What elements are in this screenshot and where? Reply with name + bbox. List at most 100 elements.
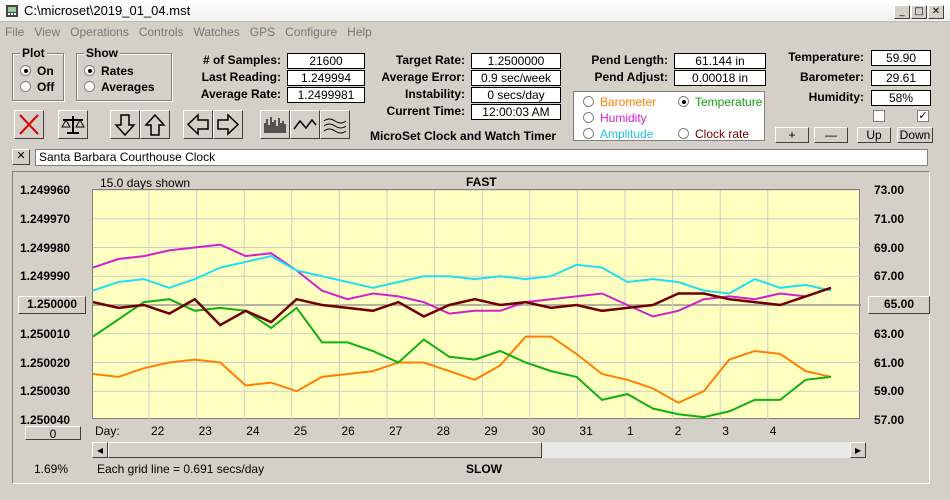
- temperature-option[interactable]: Temperature: [678, 95, 762, 109]
- fast-label: FAST: [466, 175, 497, 189]
- average-rate-field: 1.2499981: [287, 87, 365, 103]
- y-right-tick: 59.00: [874, 384, 905, 399]
- target-rate-label: Target Rate:: [395, 53, 465, 67]
- y-right-tick: 71.00: [874, 211, 905, 226]
- radio-selected-icon: [84, 65, 95, 76]
- current-time-label: Current Time:: [386, 104, 465, 118]
- pend-adjust-label: Pend Adjust:: [594, 70, 668, 84]
- left-arrow-icon: ◂: [96, 443, 104, 457]
- plus-button[interactable]: +: [775, 127, 809, 143]
- scale-button[interactable]: [58, 110, 88, 139]
- menu-view[interactable]: View: [34, 25, 61, 39]
- scroll-right-button[interactable]: ▸: [850, 442, 866, 458]
- barometer-option-label: Barometer: [600, 95, 657, 109]
- barometer-field: 29.61: [871, 70, 931, 86]
- radio-icon: [583, 128, 594, 139]
- bar-graph-button[interactable]: [260, 110, 290, 139]
- radio-selected-icon: [20, 65, 31, 76]
- instability-label: Instability:: [404, 87, 465, 101]
- checkbox-right[interactable]: ✓: [917, 110, 929, 122]
- title-bar: C:\microset\2019_01_04.mst _ □ ✕: [0, 0, 950, 22]
- temperature-field: 59.90: [871, 50, 931, 66]
- average-rate-label: Average Rate:: [200, 87, 281, 101]
- window-title: C:\microset\2019_01_04.mst: [24, 3, 191, 18]
- slow-label: SLOW: [466, 462, 502, 476]
- pend-length-field: 61.144 in: [674, 53, 766, 69]
- maximize-button[interactable]: □: [911, 5, 927, 19]
- y-left-tick: 1.249970: [20, 211, 71, 226]
- right-arrow-button[interactable]: [213, 110, 243, 139]
- target-rate-field: 1.2500000: [471, 53, 561, 69]
- minus-button[interactable]: —: [814, 127, 848, 143]
- y-right-tick: 69.00: [874, 240, 905, 255]
- left-arrow-button[interactable]: [183, 110, 213, 139]
- menu-controls[interactable]: Controls: [138, 25, 184, 39]
- radio-selected-icon: [678, 96, 689, 107]
- center-value-button[interactable]: 1.250000: [18, 296, 86, 314]
- humidity-option[interactable]: Humidity: [583, 111, 647, 125]
- menu-watches[interactable]: Watches: [193, 25, 240, 39]
- x-tick: 27: [389, 424, 403, 438]
- temperature-option-label: Temperature: [695, 95, 763, 109]
- menu-gps[interactable]: GPS: [249, 25, 276, 39]
- right-value-button[interactable]: 65.00: [868, 296, 930, 314]
- minimize-button[interactable]: _: [894, 5, 910, 19]
- plot-on-label: On: [37, 64, 54, 78]
- y-right-tick: 73.00: [874, 183, 905, 197]
- menu-help[interactable]: Help: [347, 25, 372, 39]
- show-rates-label: Rates: [101, 64, 134, 78]
- up-arrow-button[interactable]: [140, 110, 170, 139]
- plot-on-radio[interactable]: On: [20, 64, 54, 78]
- show-rates-radio[interactable]: Rates: [84, 64, 134, 78]
- scroll-left-button[interactable]: ◂: [92, 442, 108, 458]
- plot-group-title: Plot: [20, 46, 47, 60]
- y-left-tick: 1.249980: [20, 240, 71, 255]
- zero-button[interactable]: 0: [25, 426, 81, 441]
- line-graph-button[interactable]: [290, 110, 320, 139]
- series-amplitude: [92, 255, 832, 295]
- chart-area: [92, 189, 861, 421]
- x-tick: 26: [341, 424, 355, 438]
- barometer-option[interactable]: Barometer: [583, 95, 656, 109]
- x-tick: 4: [769, 424, 777, 438]
- wave-icon: [293, 118, 317, 130]
- checkbox-left[interactable]: [873, 110, 885, 122]
- plot-off-label: Off: [37, 80, 55, 94]
- smooth-graph-button[interactable]: [320, 110, 350, 139]
- amplitude-option[interactable]: Amplitude: [583, 127, 653, 141]
- scroll-thumb[interactable]: [108, 442, 542, 458]
- up-button[interactable]: Up: [857, 127, 891, 143]
- amplitude-option-label: Amplitude: [600, 127, 654, 141]
- show-averages-radio[interactable]: Averages: [84, 80, 155, 94]
- clock-rate-option[interactable]: Clock rate: [678, 127, 749, 141]
- horizontal-scrollbar[interactable]: ◂ ▸: [92, 442, 866, 458]
- y-left-tick: 1.250010: [20, 326, 71, 341]
- menu-operations[interactable]: Operations: [70, 25, 129, 39]
- humidity-field: 58%: [871, 90, 931, 106]
- last-reading-label: Last Reading:: [201, 70, 281, 84]
- show-group-title: Show: [84, 46, 120, 60]
- plot-off-radio[interactable]: Off: [20, 80, 54, 94]
- scale-icon: [61, 116, 85, 134]
- humidity-label: Humidity:: [808, 90, 864, 104]
- days-shown: 15.0 days shown: [100, 176, 191, 190]
- down-arrow-button[interactable]: [110, 110, 140, 139]
- x-tick: 22: [151, 424, 165, 438]
- clock-name-field[interactable]: Santa Barbara Courthouse Clock: [35, 149, 928, 166]
- series-barometer: [92, 335, 832, 404]
- clear-clock-button[interactable]: ✕: [12, 149, 30, 165]
- chart-svg: [92, 189, 861, 421]
- stop-button[interactable]: [14, 110, 44, 139]
- x-tick: 29: [484, 424, 498, 438]
- menu-configure[interactable]: Configure: [285, 25, 338, 39]
- down-button[interactable]: Down: [897, 127, 933, 143]
- series-humidity: [92, 243, 832, 318]
- x-tick: 25: [293, 424, 308, 438]
- instability-field: 0 secs/day: [471, 87, 561, 103]
- pend-length-label: Pend Length:: [591, 53, 668, 67]
- y-left-tick: 1.249990: [20, 269, 71, 284]
- menu-file[interactable]: File: [5, 25, 25, 39]
- y-right-tick: 57.00: [874, 413, 905, 427]
- show-averages-label: Averages: [101, 80, 155, 94]
- close-button[interactable]: ✕: [928, 5, 944, 19]
